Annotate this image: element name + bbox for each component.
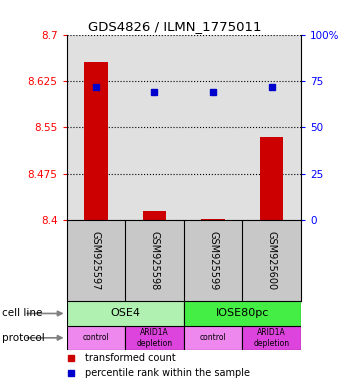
Bar xyxy=(201,219,225,220)
Text: protocol: protocol xyxy=(2,333,44,343)
Bar xyxy=(242,326,301,350)
Text: control: control xyxy=(200,333,226,342)
Text: transformed count: transformed count xyxy=(85,353,176,362)
Text: GSM925598: GSM925598 xyxy=(149,231,160,290)
Bar xyxy=(125,326,184,350)
Text: OSE4: OSE4 xyxy=(110,308,140,318)
Bar xyxy=(66,326,125,350)
Text: GSM925597: GSM925597 xyxy=(91,231,101,290)
Bar xyxy=(66,301,184,326)
Bar xyxy=(143,211,166,220)
Text: GDS4826 / ILMN_1775011: GDS4826 / ILMN_1775011 xyxy=(88,20,262,33)
Text: ARID1A
depletion: ARID1A depletion xyxy=(136,328,173,348)
Bar xyxy=(84,62,107,220)
Text: cell line: cell line xyxy=(2,308,42,318)
Text: percentile rank within the sample: percentile rank within the sample xyxy=(85,367,250,377)
Bar xyxy=(260,137,284,220)
Text: ARID1A
depletion: ARID1A depletion xyxy=(254,328,290,348)
Text: GSM925600: GSM925600 xyxy=(267,231,277,290)
Text: GSM925599: GSM925599 xyxy=(208,231,218,290)
Text: IOSE80pc: IOSE80pc xyxy=(216,308,269,318)
Text: control: control xyxy=(83,333,109,342)
Bar xyxy=(184,326,242,350)
Bar xyxy=(184,301,301,326)
